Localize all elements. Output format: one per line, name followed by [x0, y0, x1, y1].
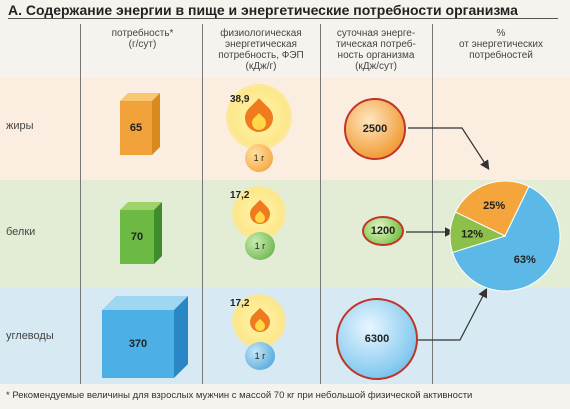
- grams-box-fats: 65: [120, 93, 160, 155]
- column-header-percent: % от энергетических потребностей: [458, 28, 543, 61]
- row-label-proteins: белки: [6, 226, 36, 238]
- pie-slice: [454, 180, 530, 237]
- energy-flame-carbohydrates: 17,2 1 г: [222, 294, 302, 374]
- pie-slice-label: 25%: [483, 200, 505, 212]
- pie-slice: [451, 185, 561, 292]
- arrow-fats: [408, 127, 490, 171]
- grams-box-proteins: 70: [120, 202, 162, 264]
- row-label-carbohydrates: углеводы: [6, 330, 54, 342]
- row-label-fats: жиры: [6, 120, 34, 132]
- arrow-carbohydrates: [418, 287, 488, 341]
- daily-energy-circle-carbohydrates: 6300: [336, 298, 418, 380]
- grams-box-carbohydrates: 370: [102, 296, 188, 378]
- row-band-carbohydrates: [0, 288, 570, 384]
- energy-flame-proteins: 17,2 1 г: [222, 186, 302, 266]
- column-divider: [432, 24, 433, 384]
- column-divider: [320, 24, 321, 384]
- daily-energy-circle-proteins: 1200: [362, 216, 404, 246]
- title-divider: [8, 18, 558, 19]
- page-title: А. Содержание энергии в пище и энергетич…: [8, 2, 518, 18]
- column-header-need: потребность* (г/сут): [111, 28, 174, 50]
- column-divider: [80, 24, 81, 384]
- column-header-fev: физиологическая энергетическая потребнос…: [218, 28, 304, 72]
- pie-slice: [449, 211, 507, 254]
- pie-slice-label: 63%: [514, 254, 536, 266]
- energy-share-pie: 25% 63% 12%: [449, 180, 561, 292]
- pie-slice-label: 12%: [461, 229, 483, 241]
- daily-energy-circle-fats: 2500: [344, 98, 406, 160]
- energy-flame-fats: 38,9 1 г: [214, 84, 304, 180]
- column-header-daily-energy: суточная энерге- тическая потреб- ность …: [336, 28, 416, 72]
- column-divider: [202, 24, 203, 384]
- footnote: * Рекомендуемые величины для взрослых му…: [6, 390, 473, 401]
